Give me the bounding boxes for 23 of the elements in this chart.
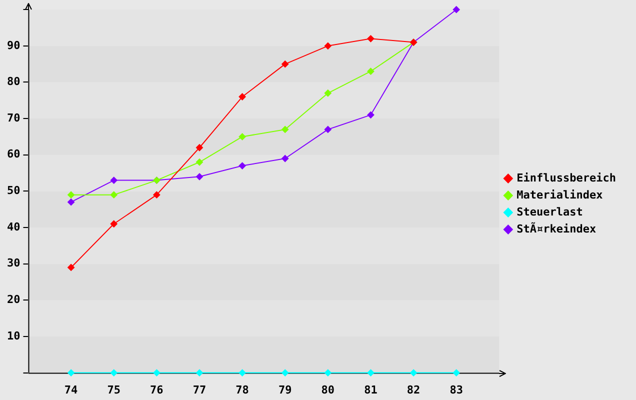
x-tick-label: 76 [150, 383, 164, 396]
x-tick-label: 77 [192, 383, 206, 396]
y-tick-label: 90 [6, 38, 20, 52]
legend-label: StÃ¤rkeindex [516, 221, 597, 236]
y-tick-label: 80 [6, 75, 20, 88]
y-tick-label: 50 [6, 184, 20, 198]
x-tick-label: 79 [278, 383, 292, 396]
x-tick-label: 81 [364, 383, 378, 396]
legend-label: Materialindex [516, 188, 604, 202]
x-tick-label: 82 [406, 383, 420, 396]
x-tick-label: 75 [107, 383, 120, 396]
x-tick-label: 80 [321, 383, 335, 396]
y-tick-label: 60 [6, 148, 20, 161]
y-tick-label: 30 [6, 256, 20, 270]
x-tick-label: 83 [450, 383, 463, 396]
x-tick-label: 74 [64, 383, 78, 396]
legend-label: Einflussbereich [516, 171, 616, 184]
x-tick-label: 78 [236, 383, 249, 396]
legend-label: Steuerlast [516, 205, 583, 218]
y-tick-label: 70 [6, 111, 20, 124]
y-tick-label: 40 [6, 220, 20, 234]
y-tick-label: 10 [6, 329, 20, 342]
y-tick-label: 20 [6, 293, 20, 306]
